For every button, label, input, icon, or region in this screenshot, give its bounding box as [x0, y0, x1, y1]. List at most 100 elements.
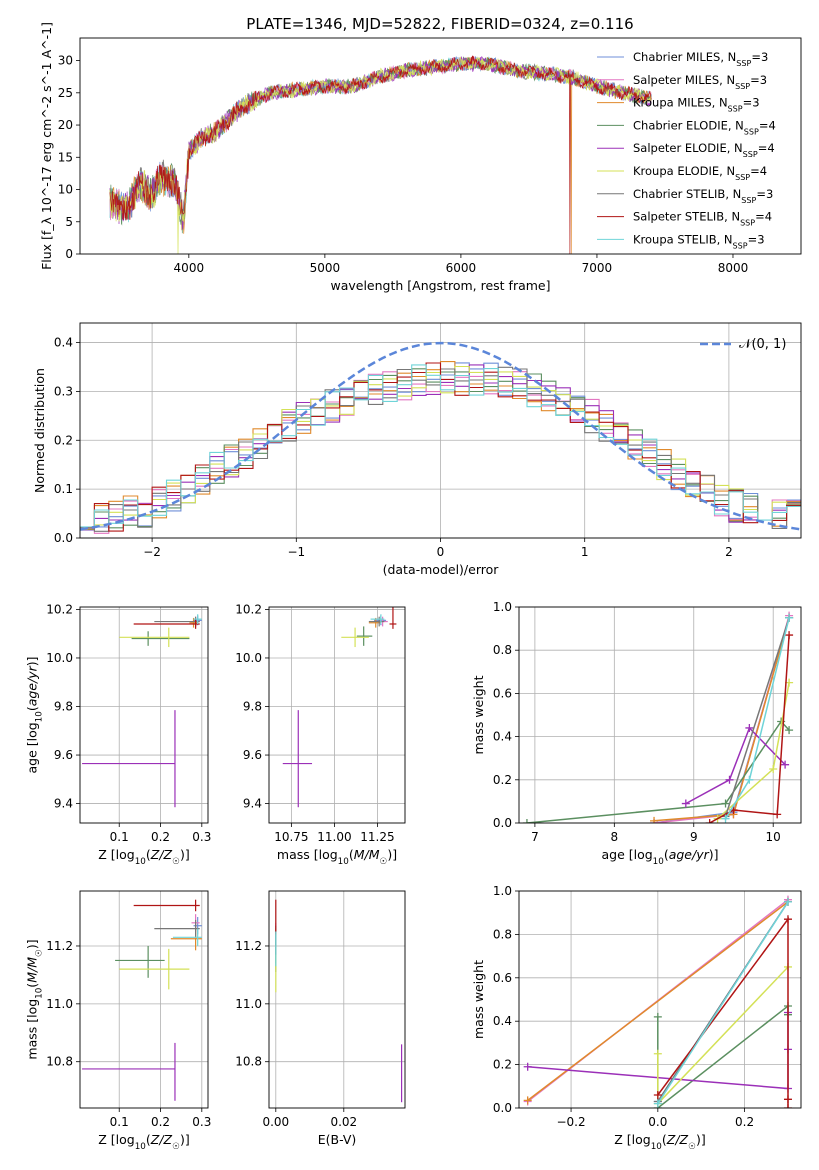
mass-weight-marker — [783, 1095, 792, 1104]
y-tick-label: 0.2 — [493, 1058, 512, 1072]
y-tick-label: 0.3 — [54, 384, 73, 398]
x-tick-label: 7000 — [582, 261, 613, 275]
spectrum-legend: Chabrier MILES, NSSP=3 Salpeter MILES, NS… — [597, 50, 776, 250]
error-bar-point — [154, 616, 200, 627]
plot-panels: 4000 5000 6000 7000 8000051015202530waveleng… — [24, 22, 802, 1152]
error-bar-point — [82, 710, 176, 808]
x-tick-label: 0.1 — [110, 830, 129, 844]
axes-frame — [518, 890, 802, 1109]
panel-age-mass: 10.75 11.00 11.25 9.4 9.6 9.8 10.0 10.2 mass [lo… — [235, 602, 406, 867]
axes-frame — [79, 322, 802, 539]
x-axis-label: (data-model)/error — [383, 562, 500, 577]
normal-curve — [80, 341, 801, 531]
plot-area — [523, 895, 792, 1108]
axes-frame — [518, 606, 802, 824]
y-tick-label: 0.4 — [54, 336, 73, 350]
error-bar-point — [154, 919, 200, 938]
y-tick-label: 9.8 — [243, 700, 262, 714]
legend-label: Kroupa STELIB, NSSP=3 — [633, 232, 765, 250]
x-axis-label: E(B-V) — [318, 1132, 357, 1147]
panel-residuals: −2 −1 0 1 2 0.0 0.1 0.2 0.3 0.4 (data-model)/error… — [32, 322, 802, 577]
error-bar-point — [131, 631, 190, 646]
mass-weight-marker — [653, 1099, 662, 1108]
grid-lines — [80, 607, 208, 823]
panel-mass-ebv: 0.00 0.02 10.8 11.0 11.2 E(B-V) — [235, 890, 406, 1147]
mass-weight-marker — [785, 613, 794, 622]
x-tick-label: 4000 — [174, 261, 205, 275]
y-tick-label: 0.4 — [493, 1014, 512, 1028]
legend-label: Chabrier MILES, NSSP=3 — [633, 50, 768, 68]
x-axis-label: Z [log10(Z/Z☉)] — [98, 847, 189, 867]
y-tick-label: 0.0 — [54, 531, 73, 545]
error-bar-point — [193, 614, 202, 624]
plot-area — [80, 341, 801, 534]
spectrum-line — [109, 55, 652, 254]
mass-weight-marker — [745, 775, 754, 784]
plot-area — [82, 899, 202, 1101]
mass-weight-marker — [783, 897, 792, 906]
x-tick-label: 1 — [581, 545, 589, 559]
y-axis-label: age [log10(age/yr)] — [24, 656, 44, 773]
y-axis-label: Normed distribution — [32, 368, 47, 493]
axes-frame — [79, 37, 802, 255]
error-bar-point — [172, 928, 202, 946]
y-tick-label: 0.6 — [493, 971, 512, 985]
panel-age-metallicity: 0.1 0.2 0.3 9.4 9.6 9.8 10.0 10.2 Z [log10(Z/Z☉)… — [24, 602, 211, 867]
y-tick-label: 25 — [58, 86, 73, 100]
grid-lines — [269, 607, 405, 823]
x-tick-label: 0.2 — [151, 1115, 170, 1129]
x-tick-label: 0.0 — [648, 1115, 667, 1129]
mass-weight-marker — [705, 819, 714, 823]
x-tick-label: −2 — [143, 545, 161, 559]
x-tick-label: 0.3 — [192, 830, 211, 844]
mass-weight-marker — [653, 1090, 662, 1099]
legend-label: Salpeter ELODIE, NSSP=4 — [633, 141, 775, 159]
y-axis-label: mass weight — [471, 960, 486, 1039]
x-tick-label: 7 — [531, 830, 539, 844]
y-tick-label: 9.4 — [54, 797, 73, 811]
y-tick-label: 0.8 — [493, 643, 512, 657]
plot-area — [282, 607, 397, 808]
mass-weight-marker — [783, 915, 792, 924]
y-tick-label: 5 — [65, 215, 73, 229]
y-tick-label: 0.0 — [493, 1101, 512, 1115]
y-tick-label: 10.0 — [46, 651, 73, 665]
y-tick-label: 10.8 — [46, 1055, 73, 1069]
y-tick-label: 0 — [65, 247, 73, 261]
mass-weight-line — [657, 916, 789, 1108]
error-bar-point — [389, 607, 397, 629]
axes-frame — [79, 606, 209, 824]
legend-label: Kroupa MILES, NSSP=3 — [633, 96, 760, 114]
y-tick-label: 11.2 — [46, 939, 73, 953]
panel-mass-metallicity: 0.1 0.2 0.3 10.8 11.0 11.2 Z [log10(Z/Z☉)] mass… — [24, 890, 211, 1152]
panel-mass-weight-age: 7 8 9 10 0.0 0.2 0.4 0.6 0.8 1.0 age [log10(age/yr… — [471, 600, 802, 867]
x-tick-label: 0.2 — [735, 1115, 754, 1129]
error-bar-point — [82, 1042, 176, 1101]
y-tick-label: 9.8 — [54, 700, 73, 714]
y-tick-label: 0.0 — [493, 816, 512, 830]
x-tick-label: 0.1 — [110, 1115, 129, 1129]
plot-area — [522, 611, 794, 823]
y-tick-label: 11.2 — [235, 939, 262, 953]
x-tick-label: 2 — [725, 545, 733, 559]
mass-weight-line — [653, 615, 790, 823]
y-tick-label: 9.6 — [243, 748, 262, 762]
error-bar-point — [368, 616, 385, 627]
y-tick-label: 15 — [58, 150, 73, 164]
error-bar-point — [341, 627, 369, 648]
y-tick-label: 0.6 — [493, 686, 512, 700]
mass-weight-line — [724, 617, 790, 817]
x-tick-label: 0.2 — [151, 830, 170, 844]
x-tick-label: 0 — [437, 545, 445, 559]
error-bar-point — [133, 899, 200, 912]
mass-weight-line — [657, 901, 789, 1105]
y-tick-label: 0.2 — [493, 773, 512, 787]
legend-label: Kroupa ELODIE, NSSP=4 — [633, 164, 767, 182]
x-tick-label: 0.02 — [330, 1115, 357, 1129]
mass-weight-marker — [523, 1062, 532, 1071]
mass-weight-marker — [721, 799, 730, 808]
axes-frame — [268, 890, 406, 1109]
y-tick-label: 11.0 — [235, 997, 262, 1011]
mass-weight-line — [709, 635, 790, 823]
error-bar-point — [115, 945, 165, 978]
